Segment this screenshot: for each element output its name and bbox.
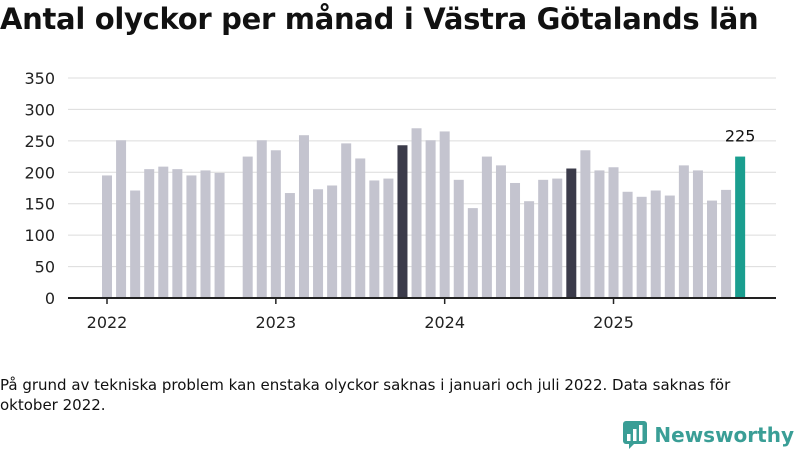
y-tick-label-150: 150 [24,195,55,214]
y-tick-label-0: 0 [45,289,55,308]
bar-33 [566,168,577,298]
bar-27 [481,156,492,298]
x-tick-label-2022: 2022 [87,313,128,332]
bar-0 [102,175,112,298]
bar-3 [144,169,155,298]
brand-name: Newsworthy [654,423,794,447]
bar-2 [130,190,141,298]
y-tick-label-350: 350 [24,69,55,88]
y-tick-label-200: 200 [24,163,55,182]
bar-44 [721,189,732,298]
bar-23 [425,140,436,298]
x-tick-label-2025: 2025 [593,313,634,332]
bar-24 [439,131,450,298]
footnote: På grund av tekniska problem kan enstaka… [0,376,731,414]
bar-11 [256,140,267,298]
bar-13 [284,193,295,298]
y-tick-label-100: 100 [24,226,55,245]
bar-5 [172,169,183,298]
bar-31 [538,179,549,298]
data-label-latest: 225 [725,127,756,146]
bar-38 [636,196,647,298]
bar-4 [158,166,169,298]
bar-14 [298,135,309,298]
chart-title: Antal olyckor per månad i Västra Götalan… [0,2,759,36]
bar-30 [524,201,535,298]
bar-chart-speech-bubble-icon [623,421,648,449]
bar-39 [650,190,661,298]
bar-28 [495,165,506,298]
bar-36 [608,167,619,298]
bar-45 [735,156,746,298]
bar-25 [453,179,464,298]
bar-40 [664,195,675,298]
bar-8 [214,172,225,298]
bar-21 [397,145,408,298]
bar-22 [411,128,422,298]
bar-12 [270,150,281,298]
y-axis-ticks: 0 50 100 150 200 250 300 350 [24,69,55,308]
bar-6 [186,175,197,298]
bar-34 [580,150,591,298]
bar-10 [242,156,253,298]
y-tick-label-50: 50 [35,258,55,277]
brand-logo: Newsworthy [622,420,794,450]
bar-42 [692,170,703,298]
bar-17 [341,143,352,298]
bar-15 [313,189,324,298]
bar-32 [552,178,563,298]
x-tick-label-2024: 2024 [424,313,465,332]
bar-37 [622,191,633,298]
bar-16 [327,185,338,298]
bar-29 [510,182,521,298]
y-tick-label-250: 250 [24,132,55,151]
data-labels: 225 [725,127,756,146]
bar-43 [707,200,718,298]
bar-chart: 0 50 100 150 200 250 300 350 2022 2023 2024 2025 2… [24,69,776,332]
bar-20 [383,178,394,298]
gridlines [68,77,776,268]
bar-26 [467,208,478,298]
bar-19 [369,180,380,298]
bar-18 [355,158,366,298]
bars [102,128,746,298]
x-tick-label-2023: 2023 [255,313,296,332]
bar-1 [116,140,127,298]
x-axis: 2022 2023 2024 2025 [68,297,776,332]
bar-41 [678,165,689,298]
bar-7 [200,170,211,298]
bar-35 [594,170,605,298]
y-tick-label-300: 300 [24,100,55,119]
